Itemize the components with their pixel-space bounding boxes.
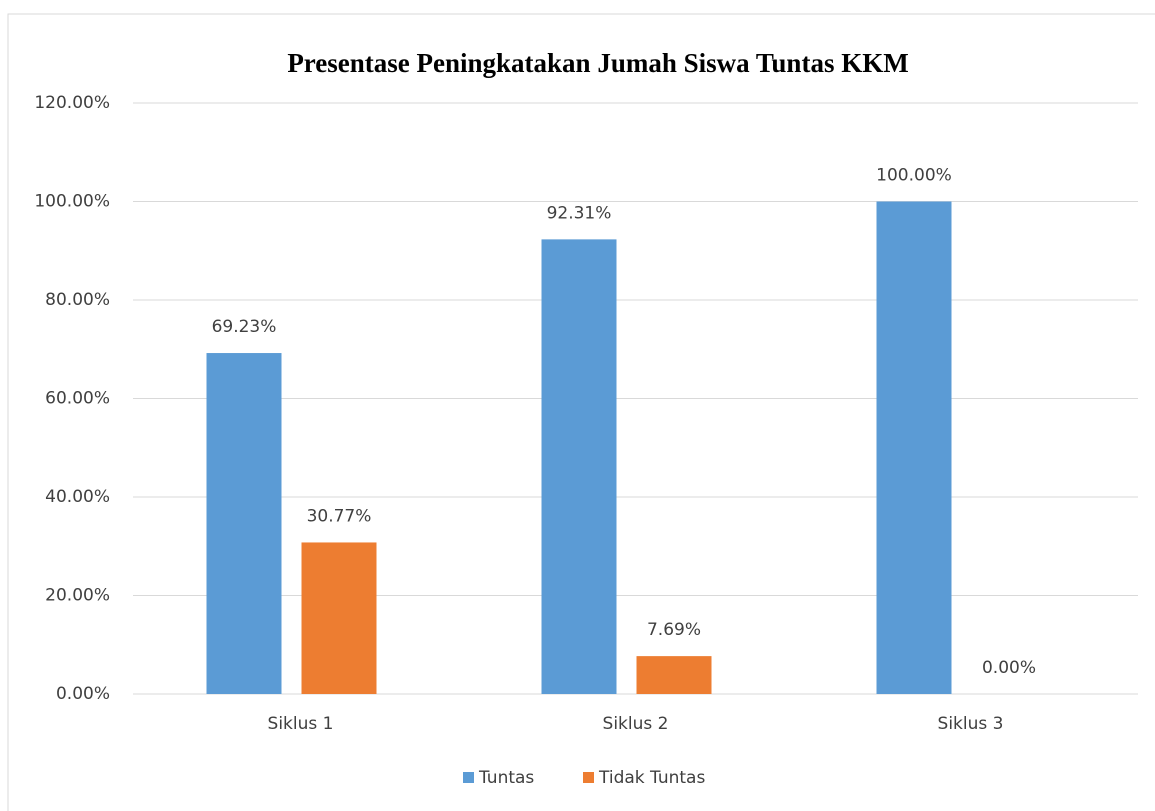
- y-tick-label: 80.00%: [45, 290, 110, 310]
- value-label: 100.00%: [876, 166, 952, 186]
- y-tick-label: 20.00%: [45, 586, 110, 606]
- y-tick-label: 120.00%: [34, 93, 110, 113]
- bar: [541, 239, 617, 695]
- value-label: 0.00%: [982, 658, 1036, 678]
- x-tick-label: Siklus 3: [938, 714, 1004, 734]
- legend-label: Tuntas: [478, 768, 534, 788]
- chart-title: Presentase Peningkatakan Jumah Siswa Tun…: [287, 48, 908, 78]
- bar: [301, 542, 377, 694]
- value-label: 92.31%: [547, 203, 612, 223]
- value-label: 7.69%: [647, 620, 701, 640]
- value-label: 30.77%: [307, 506, 372, 526]
- y-tick-label: 60.00%: [45, 389, 110, 409]
- y-tick-label: 0.00%: [56, 684, 110, 704]
- y-tick-label: 40.00%: [45, 487, 110, 507]
- x-tick-label: Siklus 2: [603, 714, 669, 734]
- legend-swatch: [463, 772, 474, 783]
- legend-label: Tidak Tuntas: [598, 768, 705, 788]
- x-tick-label: Siklus 1: [268, 714, 334, 734]
- bar: [876, 201, 952, 694]
- bar: [206, 353, 282, 694]
- legend-swatch: [583, 772, 594, 783]
- y-tick-label: 100.00%: [34, 192, 110, 212]
- value-label: 69.23%: [212, 317, 277, 337]
- bar: [636, 656, 712, 694]
